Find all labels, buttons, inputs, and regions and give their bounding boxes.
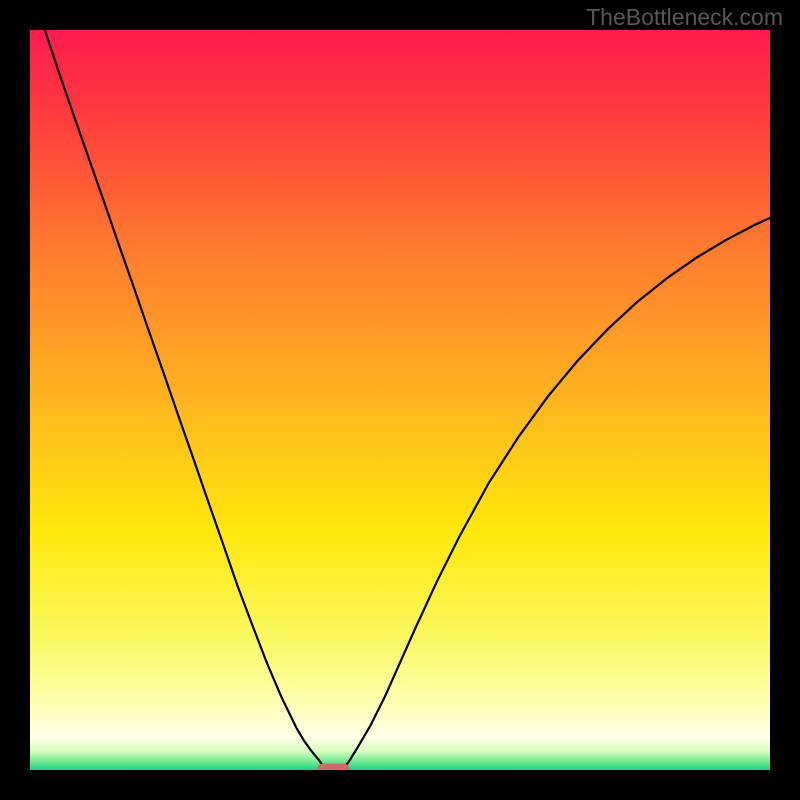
chart-frame (0, 0, 800, 800)
watermark-text: TheBottleneck.com (586, 4, 783, 31)
